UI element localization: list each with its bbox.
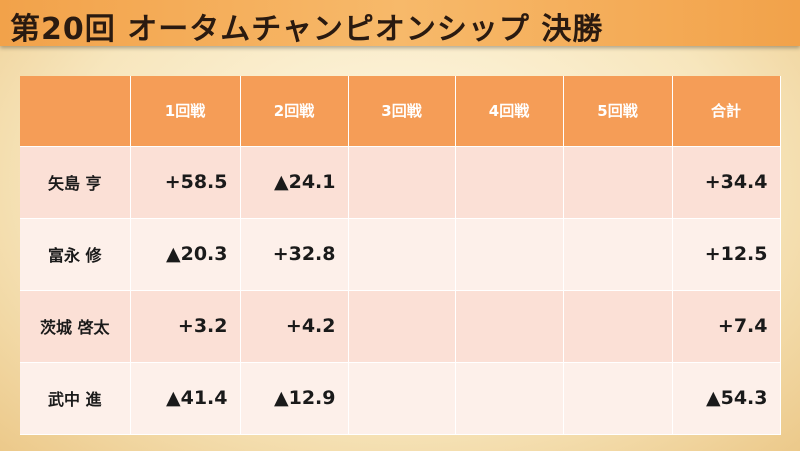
score-cell: +34.4 (672, 146, 781, 219)
header-row: 1回戦 2回戦 3回戦 4回戦 5回戦 合計 (20, 76, 781, 147)
score-cell (455, 218, 564, 291)
score-cell: ▲41.4 (130, 362, 241, 435)
player-name: 武中 進 (20, 362, 131, 435)
score-cell (563, 362, 673, 435)
player-name: 富永 修 (20, 218, 131, 291)
score-cell: +7.4 (672, 290, 781, 363)
row: 茨城 啓太 +3.2 +4.2 +7.4 (20, 290, 781, 363)
header-cell: 2回戦 (240, 76, 349, 147)
score-cell (563, 146, 673, 219)
score-cell (348, 218, 456, 291)
score-cell: ▲20.3 (130, 218, 241, 291)
score-cell (348, 146, 456, 219)
score-cell (348, 362, 456, 435)
score-cell (455, 146, 564, 219)
score-cell: ▲24.1 (240, 146, 349, 219)
score-cell (455, 362, 564, 435)
header-cell: 合計 (672, 76, 781, 147)
title: 第20回 オータムチャンピオンシップ 決勝 (10, 12, 604, 47)
row: 富永 修 ▲20.3 +32.8 +12.5 (20, 218, 781, 291)
header-cell (20, 76, 131, 147)
score-cell: ▲12.9 (240, 362, 349, 435)
player-name: 矢島 亨 (20, 146, 131, 219)
score-cell: +3.2 (130, 290, 241, 363)
row: 武中 進 ▲41.4 ▲12.9 ▲54.3 (20, 362, 781, 435)
score-cell: +12.5 (672, 218, 781, 291)
score-cell (348, 290, 456, 363)
score-cell: +32.8 (240, 218, 349, 291)
header-cell: 4回戦 (455, 76, 564, 147)
header-cell: 5回戦 (563, 76, 673, 147)
score-cell: +58.5 (130, 146, 241, 219)
score-cell (455, 290, 564, 363)
title-bar: 第20回 オータムチャンピオンシップ 決勝 (0, 0, 800, 47)
header-cell: 1回戦 (130, 76, 241, 147)
score-cell (563, 218, 673, 291)
player-name: 茨城 啓太 (20, 290, 131, 363)
score-cell (563, 290, 673, 363)
row: 矢島 亨 +58.5 ▲24.1 +34.4 (20, 146, 781, 219)
score-cell: +4.2 (240, 290, 349, 363)
score-table: 1回戦 2回戦 3回戦 4回戦 5回戦 合計 矢島 亨 +58.5 ▲24.1 +34.4 富永 修… (20, 76, 781, 435)
score-cell: ▲54.3 (672, 362, 781, 435)
header-cell: 3回戦 (348, 76, 456, 147)
